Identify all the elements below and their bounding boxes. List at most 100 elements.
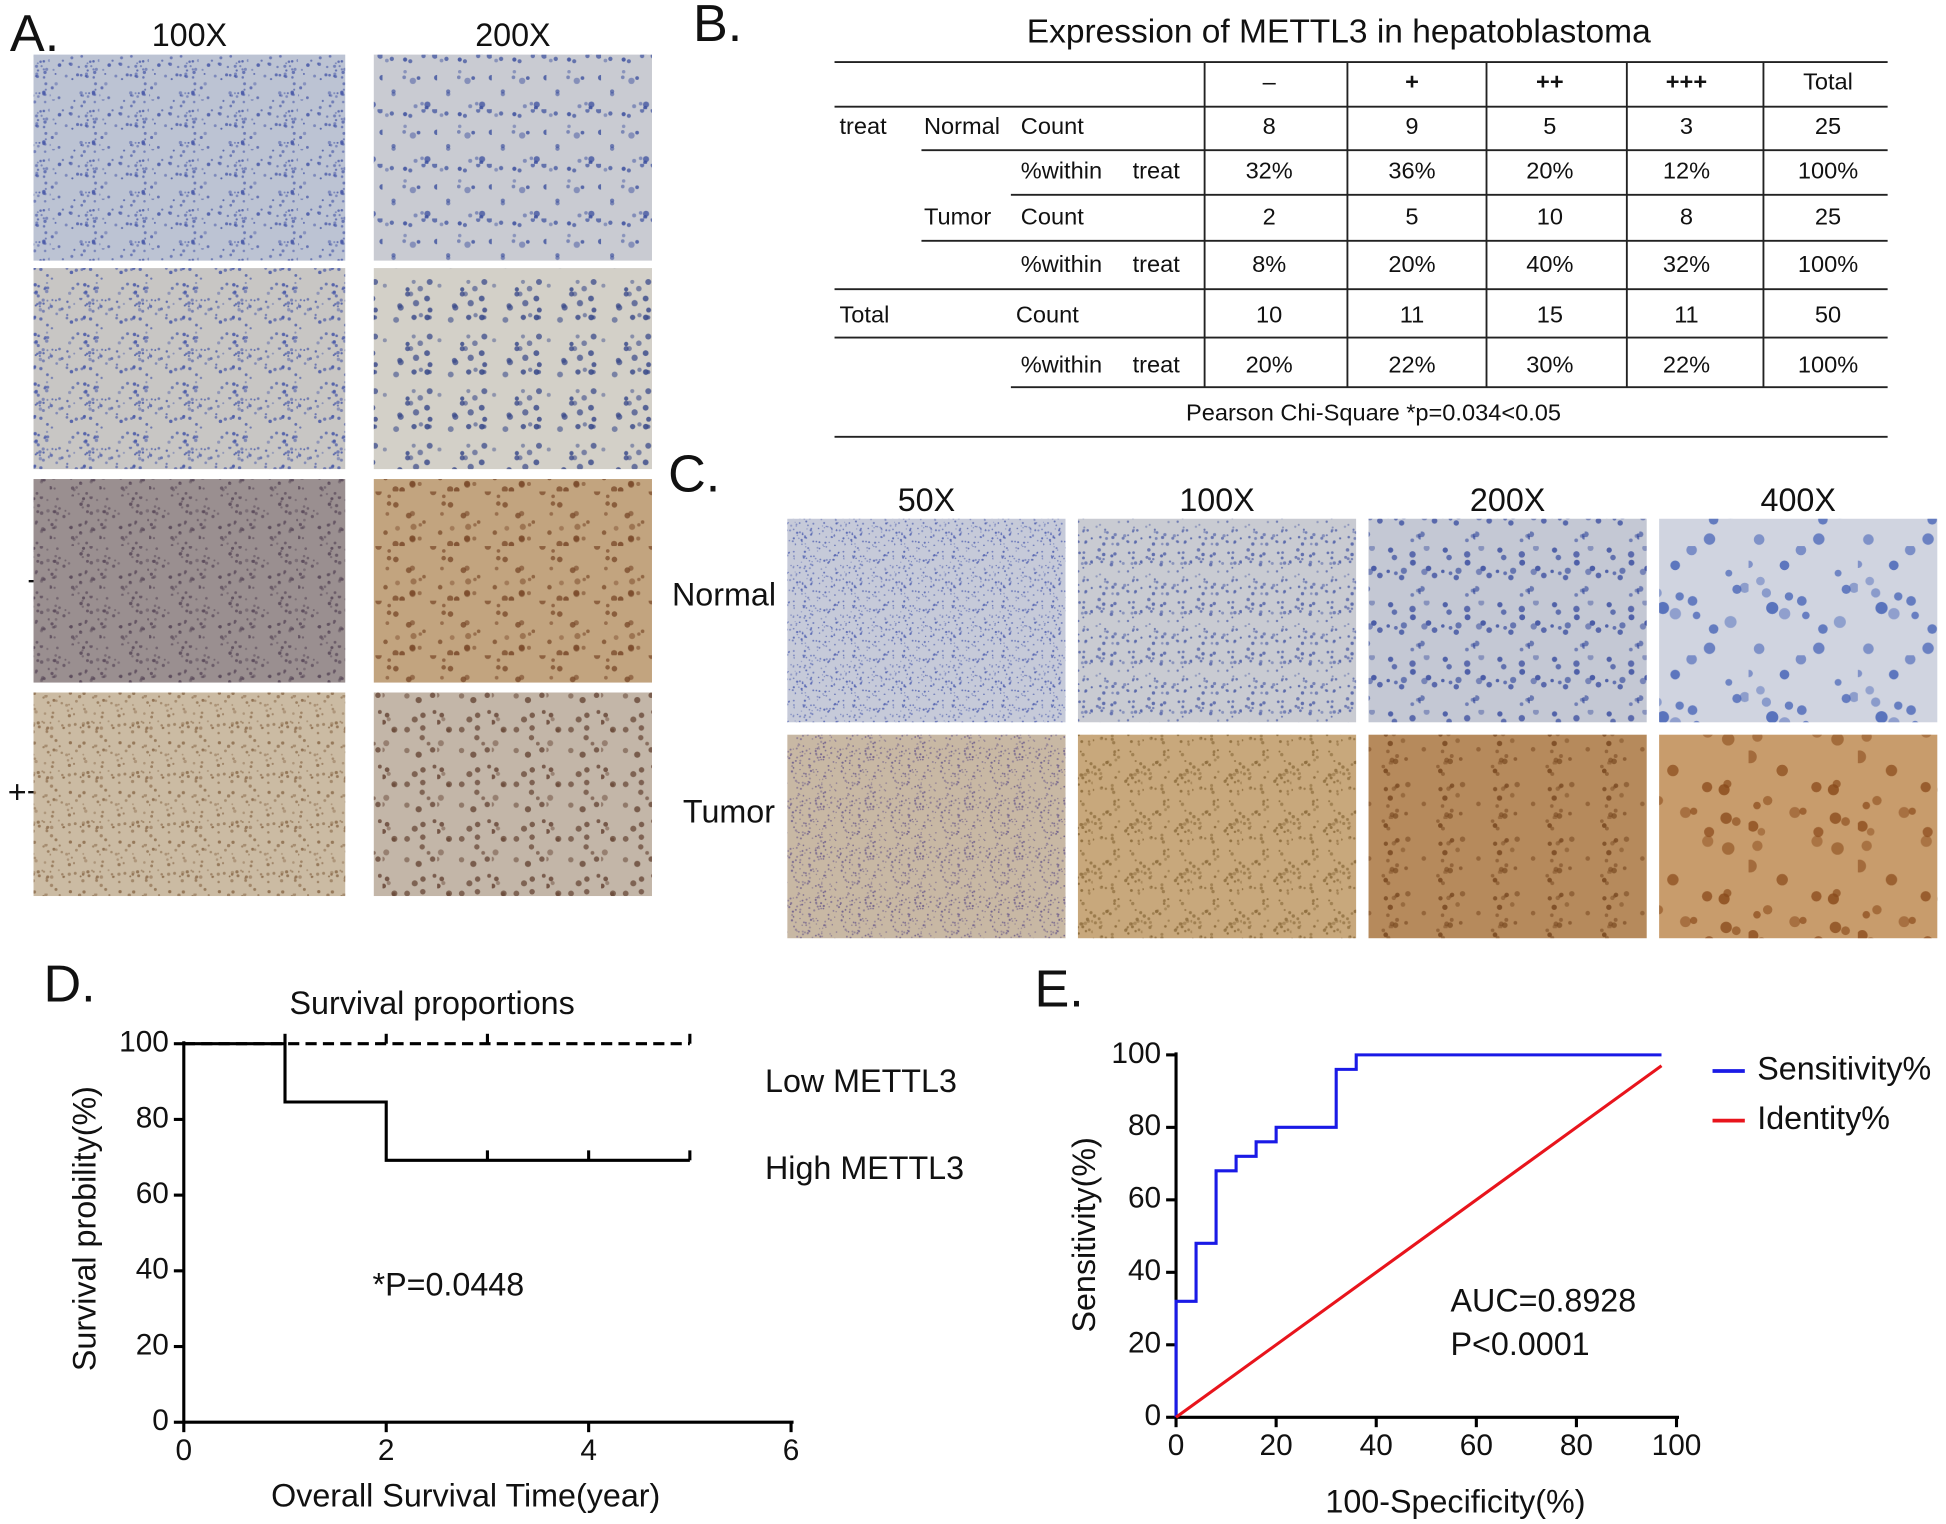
micrograph-texture — [373, 268, 652, 470]
table-cell: 20% — [1388, 251, 1435, 277]
legend-label: Low METTL3 — [765, 1063, 957, 1099]
table-cell: 36% — [1388, 158, 1435, 184]
x-tick-label: 0 — [1168, 1429, 1185, 1462]
row-label: Normal — [924, 113, 1000, 139]
micrograph-texture — [1659, 518, 1938, 723]
column-header: 100X — [152, 17, 227, 53]
table-cell: 3 — [1680, 113, 1693, 139]
series-line — [183, 1042, 690, 1162]
table-footer: Pearson Chi-Square *p=0.034<0.05 — [1186, 400, 1561, 426]
column-header: Total — [1803, 68, 1853, 94]
x-tick-label: 20 — [1260, 1429, 1293, 1462]
annotation: P<0.0001 — [1450, 1326, 1589, 1362]
table-cell: 9 — [1405, 113, 1418, 139]
table-cell: 10 — [1537, 204, 1563, 230]
x-tick-label: 60 — [1460, 1429, 1493, 1462]
table-cell: 100% — [1798, 351, 1858, 377]
table-cell: 22% — [1663, 351, 1710, 377]
table-cell: 100% — [1798, 158, 1858, 184]
column-header: 400X — [1761, 482, 1836, 518]
column-header: 200X — [475, 17, 550, 53]
micrograph-texture — [33, 692, 346, 897]
row-label: treat — [839, 113, 887, 139]
panel-letter: B. — [693, 0, 742, 53]
micrograph-texture — [33, 479, 346, 683]
x-tick-label: 100 — [1652, 1429, 1702, 1462]
row-label: Count — [1021, 204, 1084, 230]
y-tick-label: 100 — [1111, 1037, 1161, 1070]
micrograph-texture — [373, 479, 652, 683]
column-header: 200X — [1470, 482, 1545, 518]
y-axis-label: Survival probility(%) — [66, 1086, 102, 1371]
x-tick-label: 2 — [378, 1434, 395, 1467]
annotation: AUC=0.8928 — [1450, 1283, 1636, 1319]
column-header: 50X — [898, 482, 955, 518]
table-cell: 20% — [1246, 351, 1293, 377]
y-tick-label: 0 — [1145, 1399, 1162, 1432]
micrograph-texture — [1077, 518, 1357, 723]
table-cell: 22% — [1388, 351, 1435, 377]
row-label: treat — [1133, 351, 1181, 377]
y-tick-label: 60 — [136, 1177, 169, 1210]
column-header: + — [1405, 68, 1419, 94]
table-cell: 5 — [1405, 204, 1418, 230]
row-label: %within — [1021, 251, 1102, 277]
table-cell: 25 — [1815, 204, 1841, 230]
column-header: 100X — [1179, 482, 1254, 518]
panel-letter: E. — [1034, 961, 1083, 1019]
row-label: %within — [1021, 351, 1102, 377]
x-tick-label: 6 — [783, 1434, 800, 1467]
micrograph-texture — [1077, 734, 1357, 939]
y-tick-label: 100 — [119, 1026, 169, 1059]
row-label: Total — [839, 302, 889, 328]
row-label: Tumor — [924, 204, 991, 230]
table-cell: 8% — [1252, 251, 1286, 277]
y-tick-label: 20 — [1128, 1327, 1161, 1360]
table-cell: 20% — [1526, 158, 1573, 184]
table-cell: 2 — [1263, 204, 1276, 230]
series-line — [1175, 1064, 1663, 1419]
y-axis-label: Sensitivity(%) — [1066, 1137, 1102, 1332]
x-tick-label: 0 — [176, 1434, 193, 1467]
micrograph-texture — [1659, 734, 1938, 939]
table-cell: 11 — [1674, 302, 1698, 328]
y-tick-label: 80 — [136, 1101, 169, 1134]
series-line — [1174, 1053, 1662, 1418]
micrograph-texture — [373, 54, 652, 261]
row-label: Tumor — [683, 794, 775, 830]
table-cell: 8 — [1263, 113, 1276, 139]
legend-label: High METTL3 — [765, 1150, 964, 1186]
legend-label: Sensitivity% — [1757, 1051, 1931, 1087]
column-header: – — [1263, 68, 1277, 94]
panel-letter: A. — [10, 5, 59, 63]
table-cell: 25 — [1815, 113, 1841, 139]
table-cell: 100% — [1798, 251, 1858, 277]
row-label: Count — [1021, 113, 1084, 139]
annotation: *P=0.0448 — [373, 1266, 525, 1302]
x-tick-label: 40 — [1360, 1429, 1393, 1462]
x-tick-label: 80 — [1560, 1429, 1593, 1462]
micrograph-texture — [33, 54, 346, 261]
row-label: treat — [1133, 251, 1181, 277]
y-tick-label: 60 — [1128, 1182, 1161, 1215]
row-label: treat — [1133, 158, 1181, 184]
table-cell: 15 — [1537, 302, 1563, 328]
micrograph-texture — [1368, 518, 1647, 723]
x-axis-label: 100-Specificity(%) — [1325, 1484, 1585, 1520]
table-cell: 32% — [1663, 251, 1710, 277]
legend-label: Identity% — [1757, 1100, 1890, 1136]
y-tick-label: 0 — [152, 1404, 169, 1437]
table-cell: 50 — [1815, 302, 1841, 328]
table-cell: 32% — [1246, 158, 1293, 184]
table-cell: 11 — [1400, 302, 1424, 328]
panel-letter: C. — [668, 446, 720, 504]
x-axis-label: Overall Survival Time(year) — [271, 1477, 660, 1513]
column-header: +++ — [1666, 68, 1707, 94]
micrograph-texture — [373, 692, 652, 897]
chart-title: Survival proportions — [290, 985, 575, 1021]
table-title: Expression of METTL3 in hepatoblastoma — [1027, 13, 1651, 50]
micrograph-texture — [787, 734, 1066, 939]
y-tick-label: 40 — [136, 1253, 169, 1286]
